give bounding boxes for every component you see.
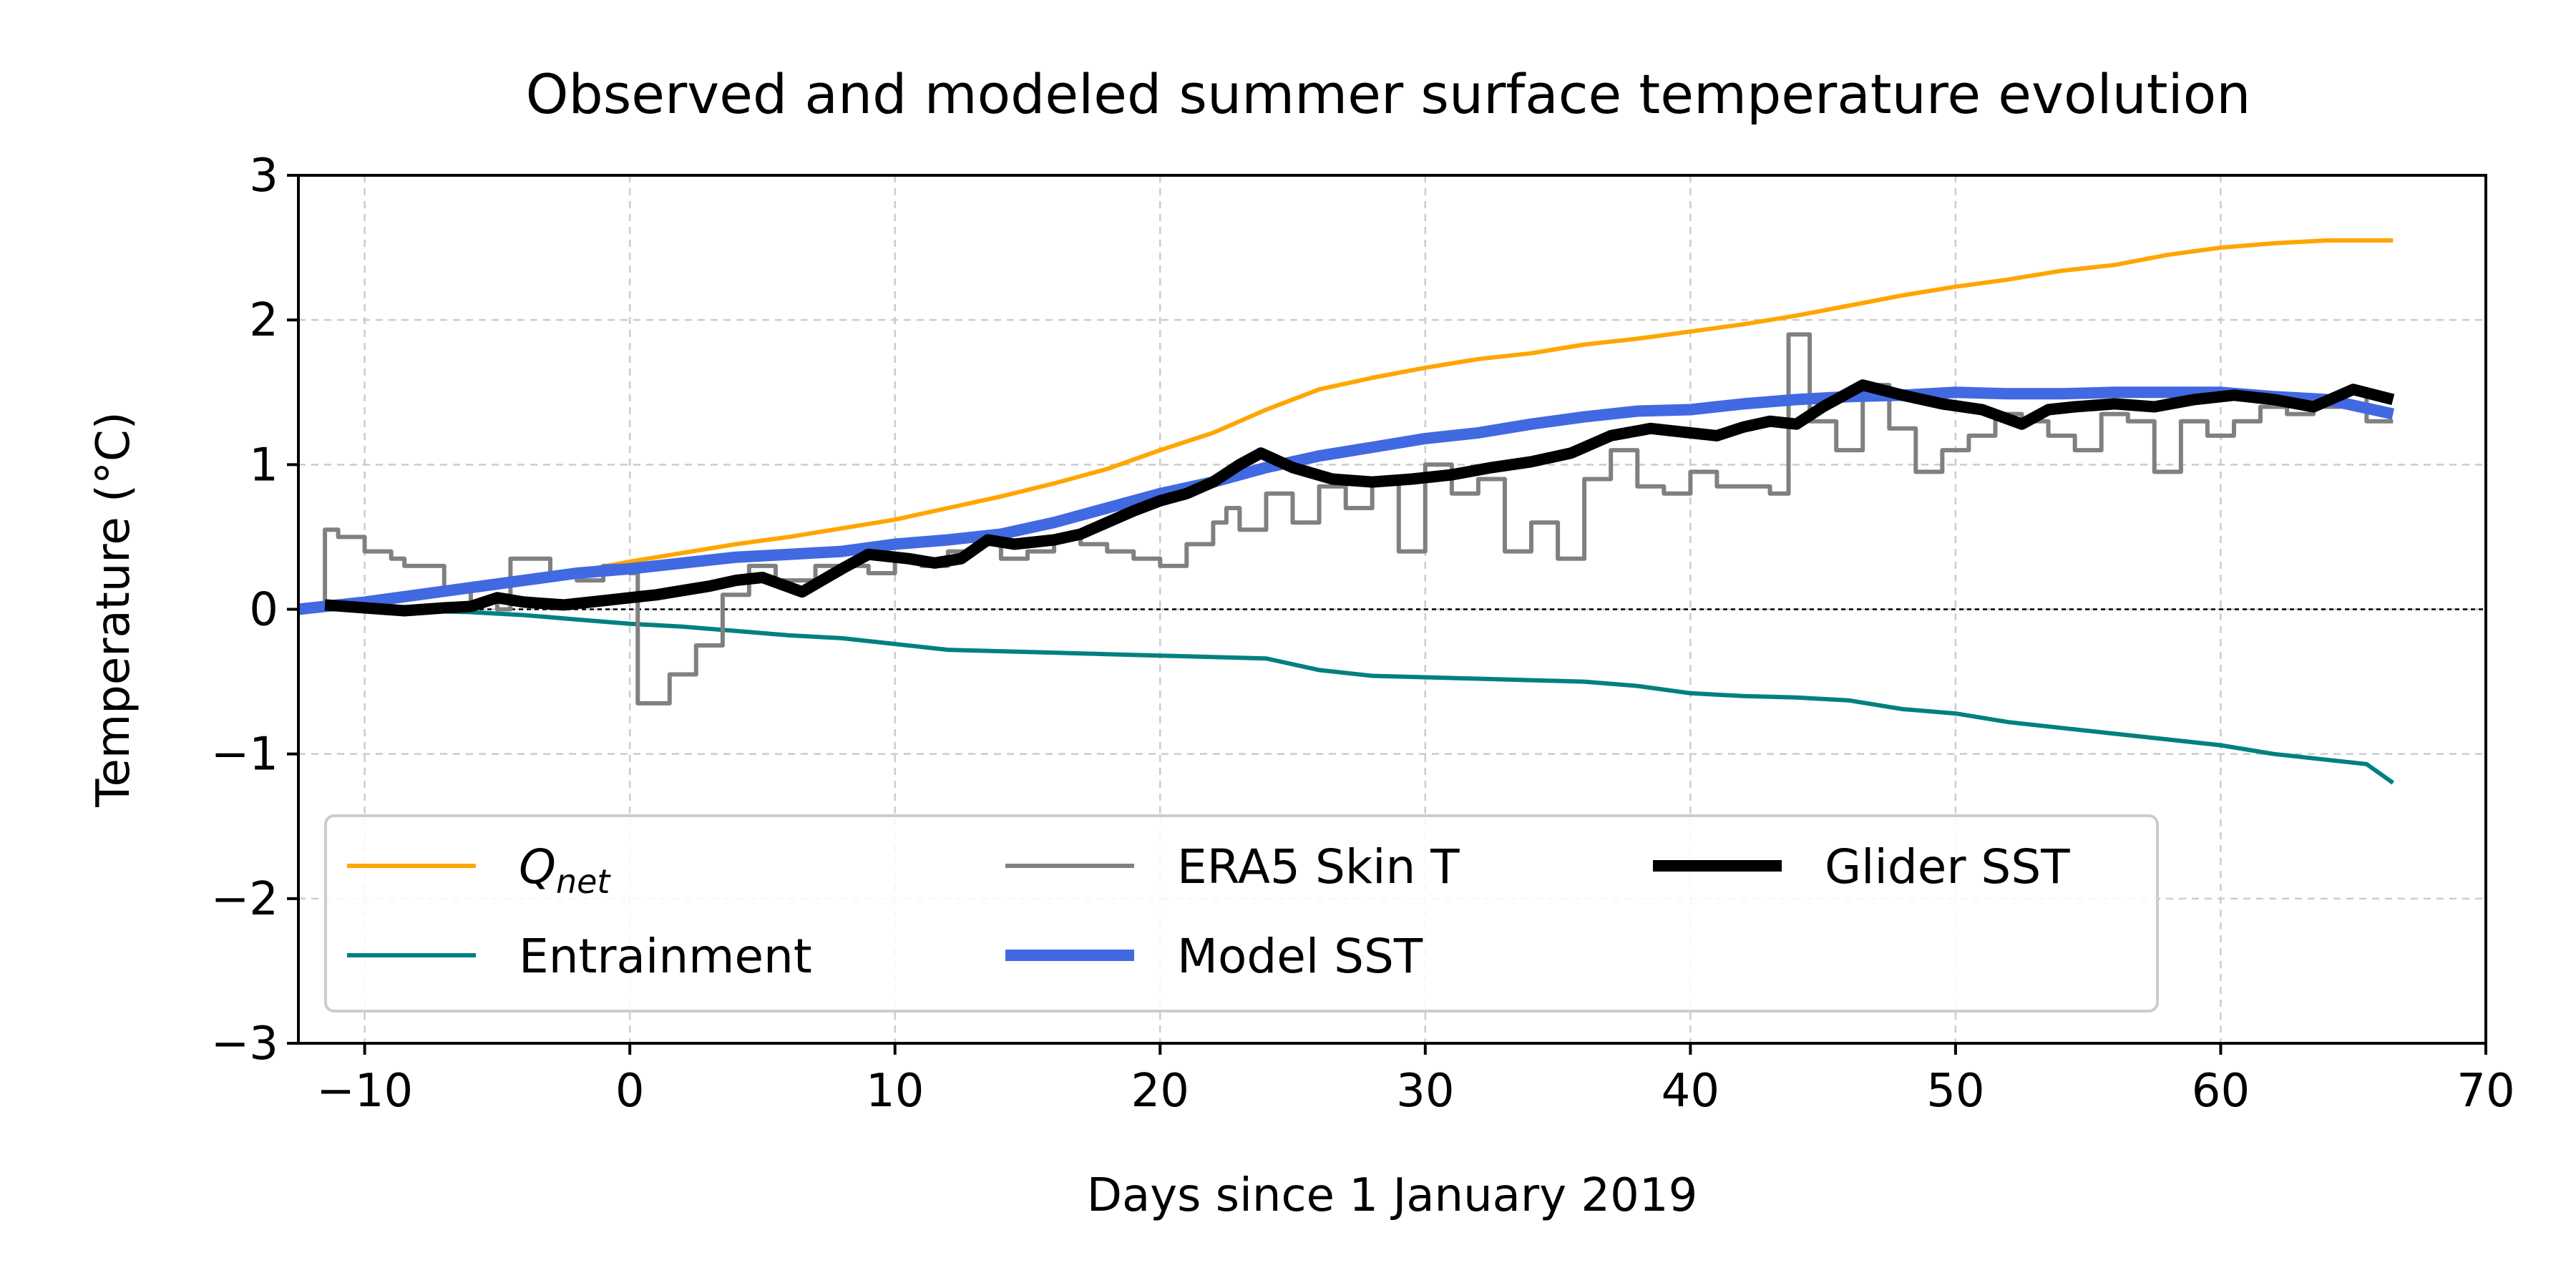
x-tick-label: 0	[615, 1065, 645, 1118]
y-tick-label: −3	[211, 1018, 278, 1070]
x-axis-ticks: −10 0 10 20 30 40 50 60 70	[316, 1043, 2515, 1118]
series-line-entrainment	[311, 607, 2395, 785]
legend-label-glider: Glider SST	[1825, 839, 2070, 894]
legend-label-entrainment: Entrainment	[519, 929, 812, 984]
chart-title: Observed and modeled summer surface temp…	[526, 62, 2251, 126]
series-line-model	[298, 386, 2395, 615]
y-axis-label: Temperature (°C)	[87, 411, 140, 807]
x-tick-label: 10	[866, 1065, 924, 1118]
y-tick-label: 2	[249, 294, 278, 347]
y-tick-label: −2	[211, 873, 278, 926]
legend: Qnet Entrainment ERA5 Skin T Model SST Glide…	[324, 814, 2159, 1013]
legend-label-model: Model SST	[1177, 929, 1423, 984]
x-tick-label: 30	[1396, 1065, 1454, 1118]
y-tick-label: −1	[211, 728, 278, 781]
x-tick-label: −10	[316, 1065, 413, 1118]
y-tick-label: 3	[249, 150, 278, 203]
x-tick-label: 70	[2457, 1065, 2514, 1118]
x-axis-label: Days since 1 January 2019	[1087, 1169, 1698, 1222]
legend-label-era5: ERA5 Skin T	[1177, 839, 1460, 894]
x-tick-label: 20	[1131, 1065, 1189, 1118]
x-tick-label: 50	[1926, 1065, 1984, 1118]
series-lines	[298, 238, 2395, 785]
series-line-glider	[324, 379, 2395, 617]
x-tick-label: 60	[2192, 1065, 2250, 1118]
y-axis-ticks: −3 −2 −1 0 1 2 3	[211, 150, 298, 1070]
y-tick-label: 1	[249, 439, 278, 492]
x-tick-label: 40	[1662, 1065, 1719, 1118]
series-line-qnet	[311, 238, 2394, 612]
legend-label-qnet: Qnet	[519, 839, 611, 901]
y-tick-label: 0	[249, 584, 278, 637]
